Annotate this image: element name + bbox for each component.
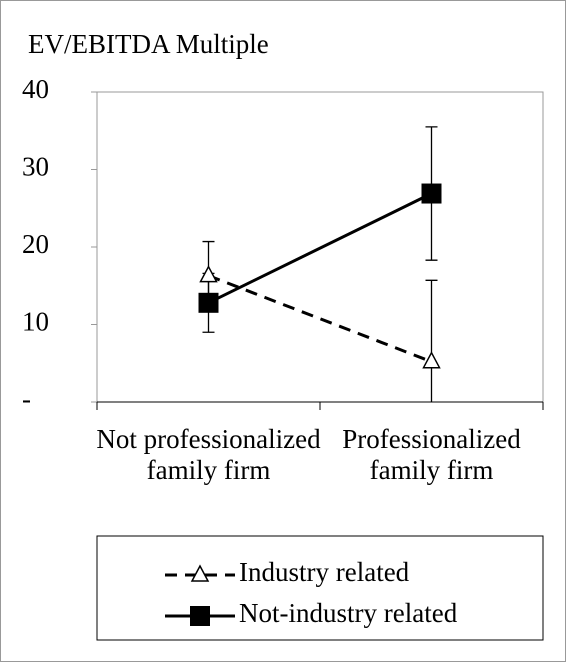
x-tick-label: Professionalized family firm	[342, 424, 521, 485]
marker	[199, 265, 218, 283]
y-tick-label: -	[22, 384, 31, 414]
marker	[190, 564, 210, 582]
y-tick-label: 40	[22, 74, 49, 104]
y-tick-label: 20	[22, 229, 49, 259]
marker	[198, 292, 219, 313]
chart-title: EV/EBITDA Multiple	[28, 29, 269, 59]
legend-label: Industry related	[239, 557, 410, 587]
series-line	[207, 274, 433, 364]
series-line	[207, 192, 433, 305]
legend-frame	[96, 535, 544, 641]
y-tick-label: 10	[22, 307, 49, 337]
marker	[422, 351, 441, 369]
marker	[421, 183, 442, 204]
legend-label: Not-industry related	[239, 598, 458, 628]
marker	[190, 606, 210, 626]
x-tick-label: Not professionalized family firm	[96, 424, 321, 485]
y-tick-label: 30	[22, 152, 49, 182]
